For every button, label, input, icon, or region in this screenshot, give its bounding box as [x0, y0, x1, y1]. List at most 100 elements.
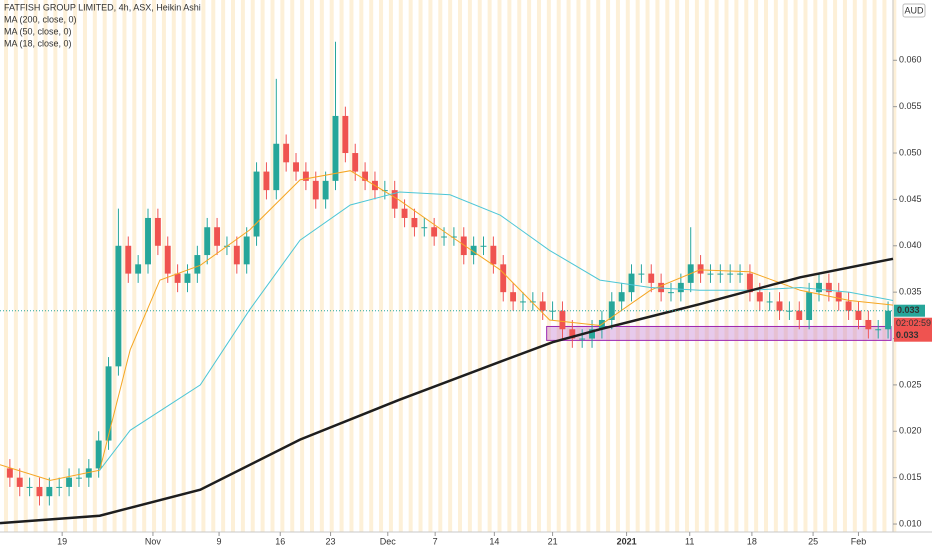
session-stripe — [4, 0, 8, 532]
session-stripe — [112, 0, 117, 532]
session-stripe — [161, 0, 166, 532]
session-stripe — [132, 0, 137, 532]
session-stripe — [517, 0, 522, 532]
session-stripe — [240, 0, 245, 532]
candle-body — [727, 273, 734, 275]
session-stripe — [665, 0, 670, 532]
y-tick-label: 0.025 — [899, 379, 922, 389]
session-stripe — [142, 0, 147, 532]
session-stripe — [201, 0, 206, 532]
candle-body — [105, 366, 112, 441]
session-stripe — [497, 0, 502, 532]
candle-body — [184, 273, 191, 283]
y-tick-label: 0.055 — [899, 101, 922, 111]
candle-body — [569, 329, 576, 339]
session-stripe — [556, 0, 561, 532]
candle-body — [302, 171, 309, 181]
y-tick-label: 0.050 — [899, 147, 922, 157]
session-stripe — [763, 0, 768, 532]
x-tick-label: Nov — [145, 536, 162, 546]
session-stripe — [744, 0, 749, 532]
session-stripe — [694, 0, 699, 532]
session-stripe — [250, 0, 255, 532]
candle-body — [737, 273, 744, 275]
currency: AUD — [904, 5, 924, 15]
ma-line — [99, 191, 894, 471]
last-price-label: 0.033 — [897, 305, 920, 315]
candle-body — [875, 329, 882, 331]
candle-body — [589, 329, 596, 339]
session-stripe — [635, 0, 640, 532]
session-stripe — [467, 0, 472, 532]
legend-entry: MA (18, close, 0) — [4, 38, 72, 48]
session-stripe — [734, 0, 739, 532]
session-stripe — [102, 0, 107, 532]
candle-body — [322, 180, 329, 200]
candle-body — [520, 301, 526, 303]
candle-body — [668, 292, 674, 294]
candle-body — [115, 245, 122, 367]
session-stripe — [181, 0, 186, 532]
session-stripe — [221, 0, 226, 532]
candle-body — [56, 486, 63, 488]
candle-body — [214, 227, 221, 246]
candle-body — [717, 273, 724, 275]
candle-body — [411, 217, 418, 228]
last-price-tag — [894, 304, 925, 317]
session-stripe — [724, 0, 729, 532]
session-stripe — [714, 0, 719, 532]
session-stripe — [23, 0, 28, 532]
candle-body — [776, 301, 783, 311]
candle-body — [36, 486, 43, 497]
x-tick-label: 21 — [548, 536, 558, 546]
session-stripe — [803, 0, 808, 532]
candle-body — [95, 440, 102, 469]
session-stripe — [349, 0, 354, 532]
session-stripe — [329, 0, 334, 532]
session-stripe — [615, 0, 620, 532]
session-stripe — [458, 0, 463, 532]
candle-body — [618, 292, 625, 302]
session-stripe — [507, 0, 512, 532]
session-stripe — [842, 0, 847, 532]
ma-line — [0, 257, 894, 525]
ma-line — [0, 170, 894, 481]
session-stripe — [892, 0, 897, 532]
session-stripe — [428, 0, 433, 532]
session-stripe — [438, 0, 443, 532]
session-stripe — [339, 0, 344, 532]
chart-title: FATFISH GROUP LIMITED, 4h, ASX, Heikin A… — [4, 2, 201, 12]
x-tick-label: 18 — [747, 536, 757, 546]
y-tick-label: 0.035 — [899, 287, 922, 297]
y-tick-label: 0.040 — [899, 240, 922, 250]
candle-body — [756, 292, 763, 302]
candle-body — [806, 292, 813, 320]
session-stripe — [546, 0, 551, 532]
candle-body — [283, 143, 290, 163]
session-stripe — [122, 0, 127, 532]
x-tick-label: 23 — [326, 536, 336, 546]
session-stripe — [319, 0, 324, 532]
countdown: 02:02:59 — [896, 318, 931, 328]
session-stripe — [606, 0, 611, 532]
session-stripe — [823, 0, 828, 532]
session-stripe — [388, 0, 393, 532]
candle-body — [421, 227, 428, 229]
session-stripe — [290, 0, 295, 532]
candle-body — [628, 273, 635, 293]
candle-body — [145, 217, 151, 265]
candle-body — [697, 264, 704, 274]
session-stripe — [793, 0, 798, 532]
candle-body — [46, 486, 53, 497]
candle-body — [391, 190, 398, 209]
candle-body — [135, 264, 142, 274]
session-stripe — [53, 0, 58, 532]
currency-box[interactable] — [902, 3, 926, 18]
candle-body — [658, 282, 665, 293]
session-stripe — [448, 0, 453, 532]
x-tick-label: 19 — [57, 536, 67, 546]
candle-body — [164, 245, 171, 274]
candle-body — [677, 282, 684, 293]
session-stripe — [13, 0, 18, 532]
candle-body — [332, 115, 339, 181]
